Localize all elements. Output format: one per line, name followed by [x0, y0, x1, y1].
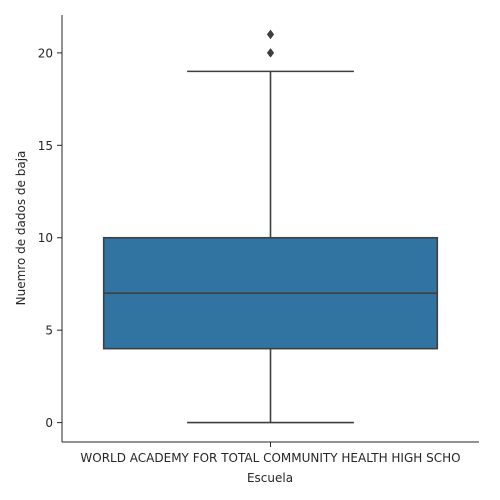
outlier-point [267, 29, 274, 40]
x-axis-label: Escuela [247, 471, 293, 485]
y-tick-label: 0 [45, 416, 53, 430]
y-tick-label: 15 [38, 139, 53, 153]
y-tick-label: 20 [38, 46, 53, 60]
x-tick-label: WORLD ACADEMY FOR TOTAL COMMUNITY HEALTH… [80, 451, 460, 465]
outlier-point [267, 48, 274, 58]
y-axis-label: Nuemro de dados de baja [14, 151, 28, 306]
y-tick-label: 10 [38, 231, 53, 245]
plot-area: 0 5 10 15 20 WORLD ACADEMY FOR TOTAL COMMUNIT… [38, 15, 479, 465]
y-tick-label: 5 [45, 324, 53, 338]
